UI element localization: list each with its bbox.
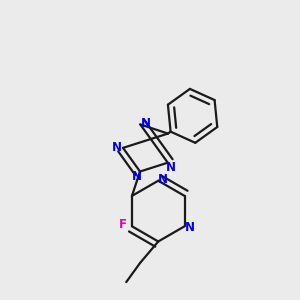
Text: N: N xyxy=(111,141,122,154)
Text: N: N xyxy=(165,161,176,175)
Text: N: N xyxy=(141,117,151,130)
Text: F: F xyxy=(119,218,127,231)
Text: N: N xyxy=(184,221,194,234)
Text: N: N xyxy=(132,170,142,183)
Text: N: N xyxy=(158,173,168,186)
